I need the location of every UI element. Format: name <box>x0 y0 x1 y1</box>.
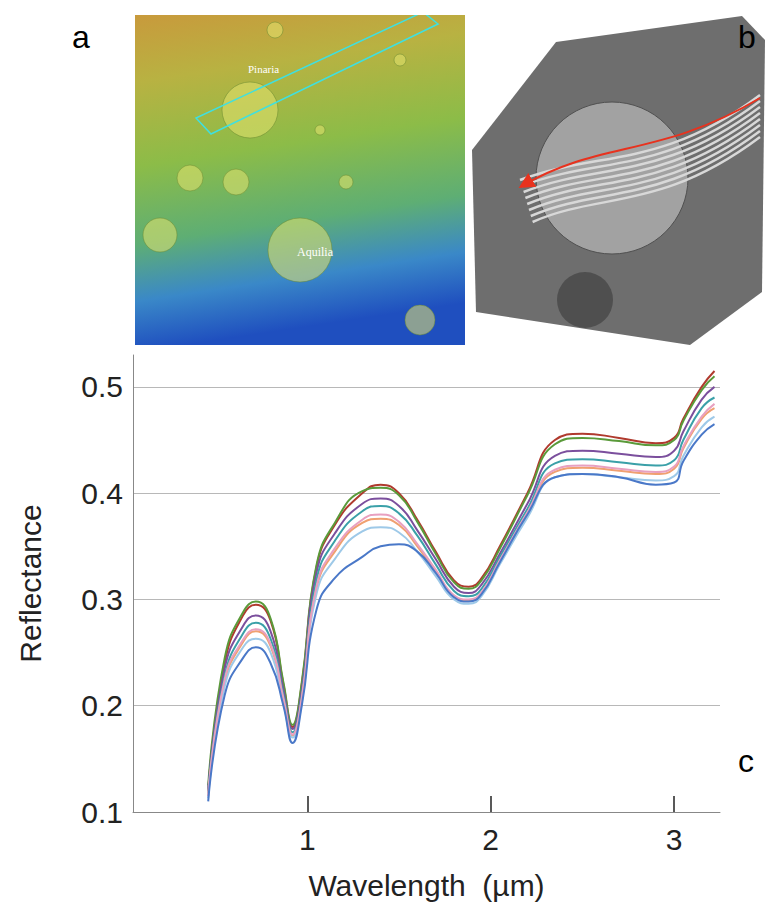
svg-text:1: 1 <box>299 823 316 856</box>
svg-text:Reflectance: Reflectance <box>14 504 47 662</box>
svg-text:Pinaria: Pinaria <box>248 63 279 75</box>
svg-text:0.3: 0.3 <box>81 583 123 616</box>
svg-text:0.5: 0.5 <box>81 370 123 403</box>
svg-text:b: b <box>738 19 756 55</box>
svg-text:a: a <box>72 19 90 55</box>
svg-text:0.4: 0.4 <box>81 477 123 510</box>
svg-text:0.1: 0.1 <box>81 796 123 829</box>
svg-text:0.2: 0.2 <box>81 689 123 722</box>
svg-text:3: 3 <box>666 823 683 856</box>
svg-text:Aquilia: Aquilia <box>297 245 334 259</box>
svg-text:c: c <box>738 743 754 779</box>
svg-text:Wavelength (µm): Wavelength (µm) <box>308 869 544 902</box>
svg-text:2: 2 <box>482 823 499 856</box>
